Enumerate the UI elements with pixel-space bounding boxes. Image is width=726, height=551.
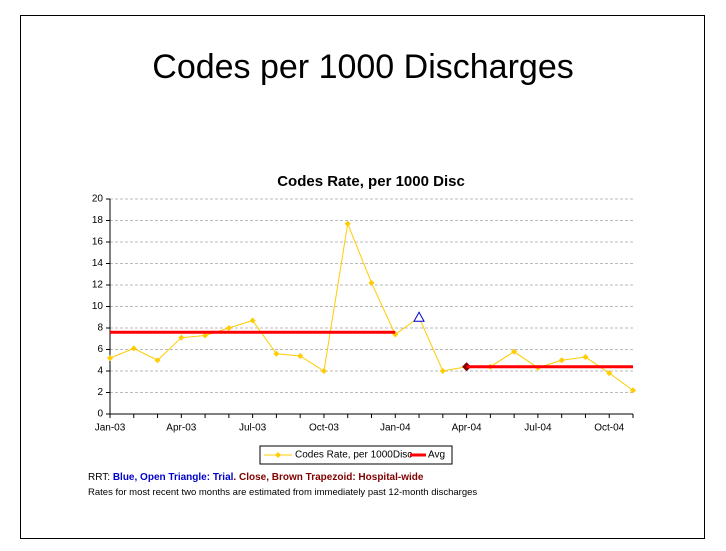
- marker: [511, 348, 518, 355]
- marker: [273, 350, 280, 357]
- note-text: . Close, Brown Trapezoid: Hospital-wide: [233, 472, 424, 483]
- y-tick-label: 0: [97, 409, 103, 420]
- marker: [344, 220, 351, 227]
- legend-label: Avg: [428, 450, 445, 461]
- marker: [558, 357, 565, 364]
- x-tick-label: Jan-03: [95, 423, 126, 434]
- x-tick-label: Apr-03: [166, 423, 196, 434]
- x-tick-label: Jan-04: [380, 423, 411, 434]
- marker: [297, 352, 304, 359]
- marker: [368, 279, 375, 286]
- marker: [178, 334, 185, 341]
- footnote-2: Rates for most recent two months are est…: [88, 487, 478, 498]
- marker: [154, 357, 161, 364]
- slide: [20, 15, 705, 539]
- x-tick-label: Jul-04: [524, 423, 552, 434]
- note-text: Blue, Open Triangle: Trial: [112, 472, 234, 483]
- y-tick-label: 16: [92, 237, 104, 248]
- footnote-1: RRT: Blue, Open Triangle: Trial. Close, …: [88, 472, 423, 483]
- marker: [413, 311, 425, 322]
- slide-title: Codes per 1000 Discharges: [152, 48, 574, 86]
- y-tick-label: 14: [92, 258, 104, 269]
- marker: [439, 368, 446, 374]
- marker: [630, 387, 636, 394]
- legend-label: Codes Rate, per 1000Disc: [295, 450, 412, 461]
- y-tick-label: 20: [92, 194, 104, 205]
- x-tick-label: Apr-04: [452, 423, 482, 434]
- marker: [320, 368, 327, 374]
- marker: [606, 370, 613, 377]
- marker: [225, 325, 232, 331]
- legend-swatch: [275, 452, 281, 458]
- marker: [202, 332, 209, 339]
- y-tick-label: 6: [97, 344, 103, 355]
- y-tick-label: 4: [97, 366, 103, 377]
- y-tick-label: 18: [92, 215, 104, 226]
- marker: [107, 355, 113, 362]
- y-tick-label: 2: [97, 387, 103, 398]
- x-tick-label: Oct-04: [594, 423, 624, 434]
- legend-box: [259, 445, 453, 465]
- y-tick-label: 12: [92, 280, 104, 291]
- x-tick-label: Oct-03: [309, 423, 339, 434]
- marker: [582, 354, 589, 361]
- chart-title: Codes Rate, per 1000 Disc: [277, 173, 465, 190]
- y-tick-label: 10: [92, 301, 104, 312]
- marker: [249, 317, 256, 324]
- note-text: RRT:: [88, 472, 113, 483]
- y-tick-label: 8: [97, 323, 103, 334]
- x-tick-label: Jul-03: [239, 423, 267, 434]
- marker: [130, 345, 137, 352]
